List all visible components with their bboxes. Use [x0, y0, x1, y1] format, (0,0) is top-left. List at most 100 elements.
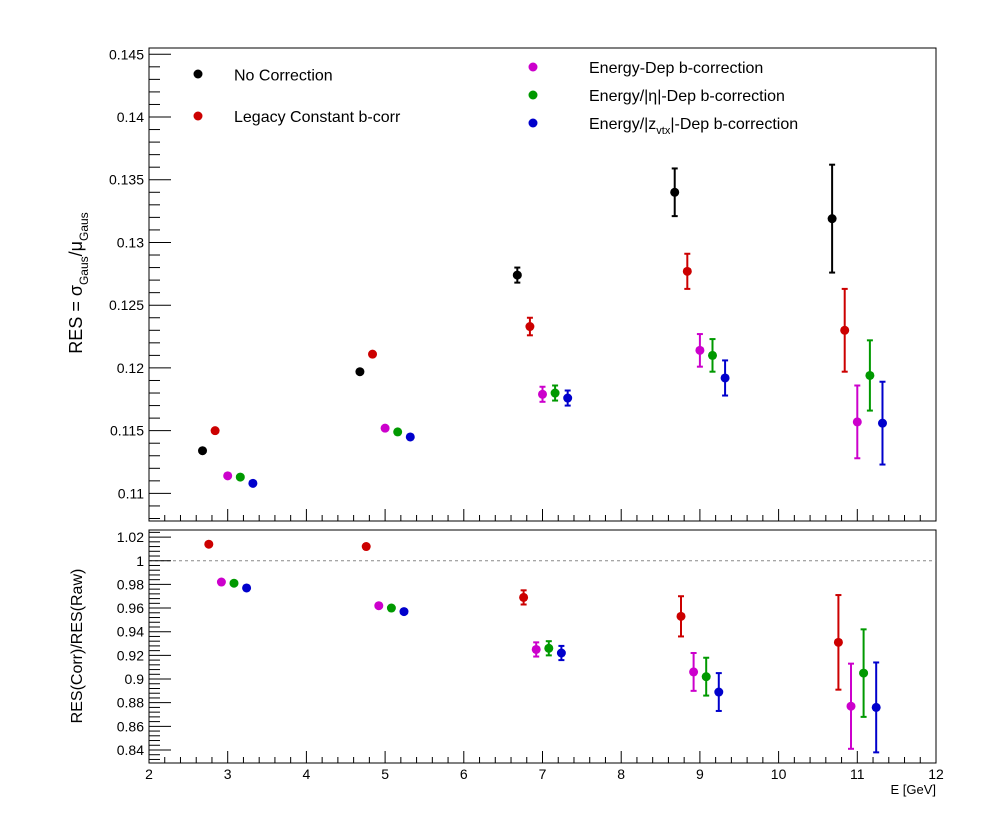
- bottom-data-marker: [531, 644, 541, 654]
- bottom-y-tick-label: 0.96: [117, 600, 144, 616]
- top-data-point: [235, 472, 245, 482]
- top-data-point: [223, 471, 233, 481]
- top-y-tick-label: 0.12: [117, 360, 144, 376]
- top-data-marker: [877, 418, 887, 428]
- legend-label-legacy: Legacy Constant b-corr: [234, 109, 401, 126]
- bottom-x-tick-label: 11: [850, 766, 865, 782]
- top-data-point: [827, 163, 837, 274]
- bottom-data-marker: [519, 592, 529, 602]
- legend-marker-energy-zvtx-dep: [528, 118, 538, 128]
- bottom-data-point: [204, 539, 214, 549]
- bottom-data-point: [701, 656, 711, 697]
- top-plot-points: [198, 163, 887, 488]
- top-data-point: [380, 423, 390, 433]
- bottom-x-tick-label: 3: [224, 766, 232, 782]
- top-data-point: [563, 389, 573, 407]
- top-data-point: [670, 167, 680, 218]
- top-data-point: [865, 339, 875, 412]
- legend-label-energy-zvtx-dep: Energy/|zvtx|-Dep b-correction: [589, 116, 798, 137]
- bottom-data-marker: [689, 667, 699, 677]
- top-y-axis: 0.11 0.115 0.12 0.125 0.13 0.135 0.14 0.145: [109, 46, 171, 519]
- bottom-data-marker: [361, 542, 371, 552]
- bottom-x-tick-label: 12: [928, 766, 944, 782]
- legend-left: No Correction Legacy Constant b-corr: [193, 68, 401, 126]
- top-y-tick-label: 0.13: [117, 234, 144, 250]
- top-y-tick-label: 0.145: [109, 46, 144, 62]
- bottom-y-tick-label: 0.86: [117, 718, 144, 734]
- bottom-data-point: [242, 583, 252, 593]
- top-data-point: [405, 432, 415, 442]
- bottom-x-axis: 2 3 4 5 6 7 8 9 10 11 12: [145, 751, 944, 782]
- bottom-data-marker: [871, 702, 881, 712]
- bottom-data-marker: [399, 607, 409, 617]
- bottom-data-point: [833, 594, 843, 691]
- top-data-marker: [840, 325, 850, 335]
- top-data-point: [877, 380, 887, 466]
- legend-marker-energy-eta-dep: [528, 90, 538, 100]
- top-data-marker: [368, 349, 378, 359]
- top-data-point: [525, 316, 535, 337]
- bottom-data-marker: [833, 637, 843, 647]
- bottom-data-point: [399, 607, 409, 617]
- top-data-marker: [720, 373, 730, 383]
- bottom-y-tick-label: 0.88: [117, 695, 144, 711]
- top-y-tick-label: 0.115: [110, 423, 144, 439]
- top-data-marker: [393, 427, 403, 437]
- top-data-marker: [248, 478, 258, 488]
- top-data-marker: [682, 266, 692, 276]
- bottom-data-marker: [544, 643, 554, 653]
- bottom-data-marker: [556, 648, 566, 658]
- top-data-marker: [550, 388, 560, 398]
- top-data-marker: [865, 370, 875, 380]
- top-y-tick-label: 0.135: [109, 172, 144, 188]
- bottom-y-tick-label: 0.98: [117, 576, 144, 592]
- bottom-x-tick-label: 9: [696, 766, 704, 782]
- top-data-point: [720, 359, 730, 397]
- bottom-x-tick-label: 10: [771, 766, 787, 782]
- bottom-y-tick-label: 1: [136, 553, 144, 569]
- bottom-data-marker: [701, 672, 711, 682]
- top-data-marker: [380, 423, 390, 433]
- top-data-marker: [210, 426, 220, 436]
- top-data-marker: [695, 345, 705, 355]
- bottom-y-axis: 0.84 0.86 0.88 0.9 0.92 0.94 0.96 0.98 1 1.02: [117, 529, 171, 760]
- bottom-y-tick-label: 0.94: [117, 624, 144, 640]
- top-data-point: [682, 252, 692, 290]
- bottom-y-tick-label: 0.84: [117, 742, 144, 758]
- bottom-data-point: [216, 577, 226, 587]
- top-data-point: [355, 367, 365, 377]
- top-data-point: [198, 446, 208, 456]
- bottom-data-point: [859, 628, 869, 718]
- top-data-point: [393, 427, 403, 437]
- bottom-x-tick-label: 6: [460, 766, 468, 782]
- bottom-data-point: [374, 601, 384, 611]
- bottom-x-tick-label: 4: [303, 766, 311, 782]
- bottom-plot-points: [204, 539, 881, 754]
- legend-right: Energy-Dep b-correction Energy/|η|-Dep b…: [528, 60, 798, 137]
- bottom-data-point: [714, 672, 724, 712]
- top-data-marker: [563, 393, 573, 403]
- bottom-data-marker: [714, 687, 724, 697]
- top-data-point: [210, 426, 220, 436]
- legend-label-energy-dep: Energy-Dep b-correction: [589, 60, 763, 77]
- bottom-x-tick-label: 7: [539, 766, 547, 782]
- bottom-data-point: [361, 542, 371, 552]
- legend-marker-no-correction: [193, 69, 203, 79]
- bottom-x-tick-label: 8: [617, 766, 625, 782]
- bottom-data-point: [871, 661, 881, 754]
- legend-label-energy-eta-dep: Energy/|η|-Dep b-correction: [589, 88, 785, 105]
- top-data-marker: [538, 389, 547, 399]
- top-data-marker: [707, 350, 717, 360]
- bottom-x-tick-label: 2: [145, 766, 153, 782]
- top-data-marker: [670, 187, 680, 197]
- top-x-axis-ticks: [148, 509, 937, 521]
- bottom-data-marker: [386, 603, 396, 613]
- bottom-data-point: [689, 652, 699, 692]
- bottom-data-point: [519, 589, 529, 606]
- top-data-marker: [827, 214, 837, 224]
- top-data-marker: [223, 471, 233, 481]
- top-data-point: [512, 266, 522, 284]
- top-data-point: [550, 384, 560, 402]
- bottom-data-marker: [846, 701, 856, 711]
